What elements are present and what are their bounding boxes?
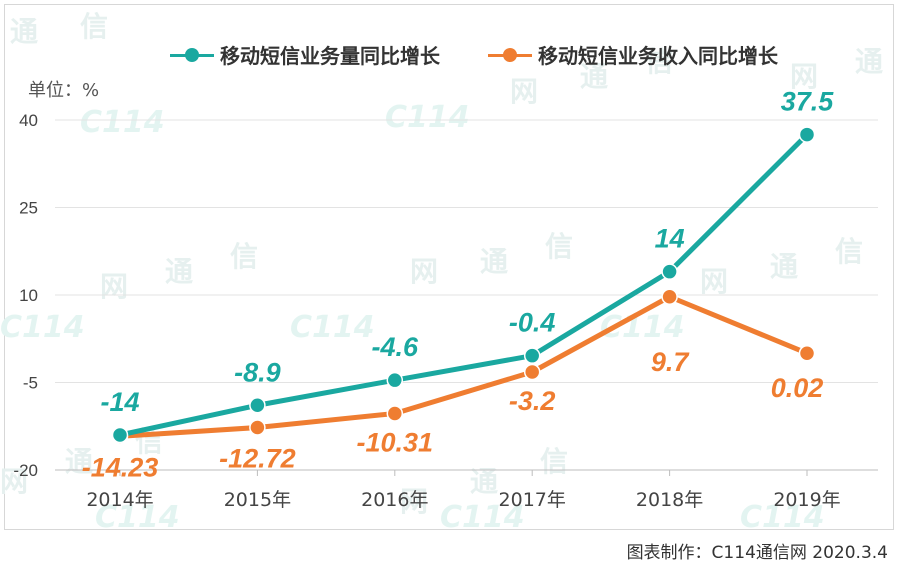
legend-label-volume: 移动短信业务量同比增长 xyxy=(220,44,440,68)
data-label: -8.9 xyxy=(234,357,281,387)
x-tick-label: 2018年 xyxy=(636,489,703,511)
data-label: -14.23 xyxy=(82,452,159,482)
series-line xyxy=(117,294,810,439)
data-label: -4.6 xyxy=(372,332,420,362)
data-label: 9.7 xyxy=(651,347,691,377)
y-tick-label: -20 xyxy=(13,461,38,480)
x-tick-label: 2017年 xyxy=(499,489,566,511)
x-axis: 2014年 2015年 2016年 2017年 2018年 2019年 xyxy=(86,470,841,511)
legend-label-revenue: 移动短信业务收入同比增长 xyxy=(538,44,778,68)
data-labels: -14.23 -12.72 -10.31 -3.2 9.7 0.02 -14 -8.9 -4.6… xyxy=(82,87,835,483)
y-tick-label: -5 xyxy=(23,374,38,393)
legend-item-revenue: 移动短信业务收入同比增长 xyxy=(488,40,778,69)
data-point xyxy=(798,126,816,143)
legend-item-volume: 移动短信业务量同比增长 xyxy=(170,40,440,69)
data-label: 14 xyxy=(655,224,685,254)
x-tick-label: 2019年 xyxy=(773,489,840,511)
data-label: -10.31 xyxy=(357,427,434,457)
chart-credit: 图表制作：C114通信网 2020.3.4 xyxy=(626,543,888,563)
series-line xyxy=(117,132,810,438)
legend-swatch-revenue xyxy=(488,47,532,62)
data-point xyxy=(249,419,266,436)
data-point xyxy=(249,397,266,414)
y-tick-label: 10 xyxy=(19,286,38,305)
data-label: -14 xyxy=(100,387,139,417)
chart-frame xyxy=(4,4,894,530)
data-label: -12.72 xyxy=(219,444,296,474)
y-axis: 40 25 10 -5 -20 xyxy=(13,111,38,480)
x-tick-label: 2015年 xyxy=(224,489,291,511)
data-label: -0.4 xyxy=(509,308,556,338)
data-point xyxy=(523,347,541,364)
data-point xyxy=(661,263,678,280)
unit-label: 单位：% xyxy=(28,80,100,101)
data-point xyxy=(798,344,816,362)
y-tick-label: 40 xyxy=(19,111,38,130)
legend-swatch-volume xyxy=(170,47,214,62)
data-point xyxy=(523,363,541,381)
grid xyxy=(55,119,878,471)
data-point xyxy=(111,426,129,444)
y-tick-label: 25 xyxy=(19,199,38,218)
data-label: 0.02 xyxy=(771,373,824,403)
x-tick-label: 2014年 xyxy=(86,489,153,511)
x-tick-label: 2016年 xyxy=(361,489,428,511)
data-point xyxy=(661,288,678,305)
series-layer xyxy=(111,126,816,445)
data-label: -3.2 xyxy=(509,386,556,416)
data-point xyxy=(386,405,404,422)
data-label: 37.5 xyxy=(781,87,835,117)
data-point xyxy=(386,371,404,389)
